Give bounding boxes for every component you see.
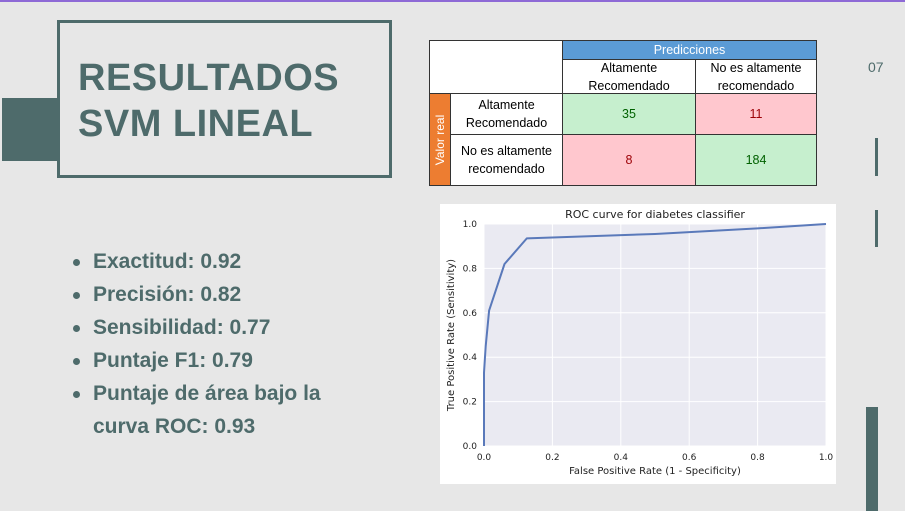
metric-accuracy: Exactitud: 0.92 (72, 245, 372, 278)
roc-series-line (483, 223, 827, 446)
title-frame: RESULTADOS SVM LINEAL (57, 20, 392, 178)
y-tick-label: 0.2 (463, 398, 477, 408)
x-tick-label: 0.8 (750, 453, 765, 463)
x-axis-label: False Positive Rate (1 - Specificity) (569, 466, 741, 477)
y-axis-label: True Positive Rate (Sensitivity) (446, 259, 457, 412)
y-tick-label: 0.6 (463, 309, 478, 319)
x-tick-label: 0.0 (477, 453, 492, 463)
y-tick-label: 0.8 (463, 264, 478, 274)
cm-blank-corner (429, 40, 563, 94)
cm-value-fn: 11 (695, 93, 817, 135)
roc-chart: 0.0 0.2 0.4 0.6 0.8 1.0 0.0 0.2 0.4 0.6 0.8 1.0 ROC… (440, 204, 836, 484)
x-tick-label: 1.0 (819, 453, 834, 463)
slide-title: RESULTADOS SVM LINEAL (78, 55, 339, 147)
y-tick-label: 1.0 (463, 220, 478, 230)
cm-value-fp: 8 (562, 134, 696, 186)
cm-predictions-header: Predicciones (562, 40, 817, 60)
cm-row-label-1: Altamente Recomendado (450, 93, 563, 135)
cm-col-label-1: Altamente Recomendado (562, 59, 696, 94)
plot-area (484, 224, 826, 446)
cm-value-tn: 184 (695, 134, 817, 186)
metric-precision: Precisión: 0.82 (72, 278, 372, 311)
metric-recall: Sensibilidad: 0.77 (72, 311, 372, 344)
chart-title: ROC curve for diabetes classifier (565, 208, 745, 221)
confusion-matrix: Predicciones Altamente Recomendado No es… (429, 40, 817, 186)
cm-row-label-2: No es altamente recomendado (450, 134, 563, 186)
decor-bar-3 (866, 407, 878, 511)
y-tick-label: 0.4 (463, 353, 478, 363)
title-line-1: RESULTADOS (78, 57, 340, 99)
y-tick-label: 0.0 (463, 442, 478, 452)
cm-col-label-2: No es altamente recomendado (695, 59, 817, 94)
x-tick-label: 0.4 (614, 453, 629, 463)
cm-value-tp: 35 (562, 93, 696, 135)
decor-bar-1 (875, 138, 878, 176)
metric-f1: Puntaje F1: 0.79 (72, 344, 372, 377)
roc-chart-svg: 0.0 0.2 0.4 0.6 0.8 1.0 0.0 0.2 0.4 0.6 0.8 1.0 ROC… (446, 208, 834, 477)
x-tick-label: 0.6 (682, 453, 697, 463)
series-lines (483, 223, 827, 446)
page-number: 07 (868, 59, 884, 75)
title-line-2: SVM LINEAL (78, 103, 314, 145)
accent-block (2, 98, 58, 161)
x-tick-label: 0.2 (545, 453, 559, 463)
metric-auc: Puntaje de área bajo la curva ROC: 0.93 (72, 377, 372, 443)
metrics-list: Exactitud: 0.92 Precisión: 0.82 Sensibil… (72, 245, 372, 443)
top-border-line (0, 0, 905, 2)
cm-actual-header-text: Valor real (433, 114, 447, 165)
grid-lines (483, 223, 827, 447)
tick-labels: 0.0 0.2 0.4 0.6 0.8 1.0 0.0 0.2 0.4 0.6 0.8 1.0 (463, 220, 834, 463)
decor-bar-2 (875, 210, 878, 247)
cm-actual-header: Valor real (429, 93, 451, 186)
